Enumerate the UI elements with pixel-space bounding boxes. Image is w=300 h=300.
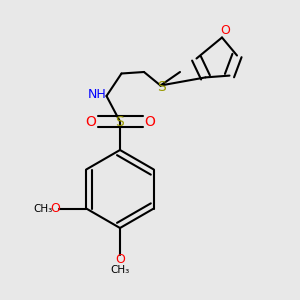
Text: O: O [144, 115, 155, 128]
Text: O: O [115, 253, 125, 266]
Text: NH: NH [88, 88, 106, 101]
Text: S: S [158, 80, 166, 94]
Text: CH₃: CH₃ [110, 265, 130, 275]
Text: O: O [50, 202, 60, 215]
Text: S: S [116, 115, 124, 128]
Text: O: O [85, 115, 96, 128]
Text: CH₃: CH₃ [33, 203, 52, 214]
Text: O: O [220, 24, 230, 38]
